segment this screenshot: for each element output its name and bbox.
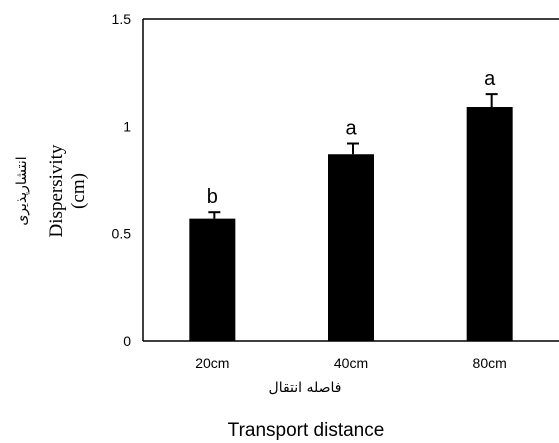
bar (328, 154, 374, 341)
significance-letter: a (484, 68, 496, 90)
significance-letter: b (207, 186, 218, 208)
y-tick-label: 1.5 (112, 11, 132, 27)
x-tick-label: 20cm (195, 355, 229, 371)
bar (189, 218, 236, 341)
significance-letters: b a a (207, 68, 496, 208)
bar (466, 107, 513, 341)
x-tick-label: 40cm (334, 355, 368, 371)
x-axis-label: Transport distance (228, 420, 385, 441)
x-tick-labels: 20cm 40cm 80cm (195, 355, 507, 371)
y-axis-label-line1: Dispersivity (46, 144, 67, 237)
x-axis-label-fa: فاصله انتقال (269, 380, 342, 396)
y-tick-label: 0.5 (112, 226, 132, 242)
y-axis-label-line2: (cm) (68, 173, 89, 209)
y-axis-label-fa: انتشارپذیری (14, 156, 30, 225)
plot-area: 0 0.5 1 1.5 20cm 40cm 80cm b a a (112, 11, 559, 371)
significance-letter: a (345, 118, 357, 140)
x-tick-label: 80cm (473, 355, 507, 371)
y-tick-label: 0 (123, 333, 131, 349)
y-tick-label: 1 (123, 118, 131, 134)
bars (189, 93, 513, 341)
y-tick-labels: 0 0.5 1 1.5 (112, 11, 132, 349)
